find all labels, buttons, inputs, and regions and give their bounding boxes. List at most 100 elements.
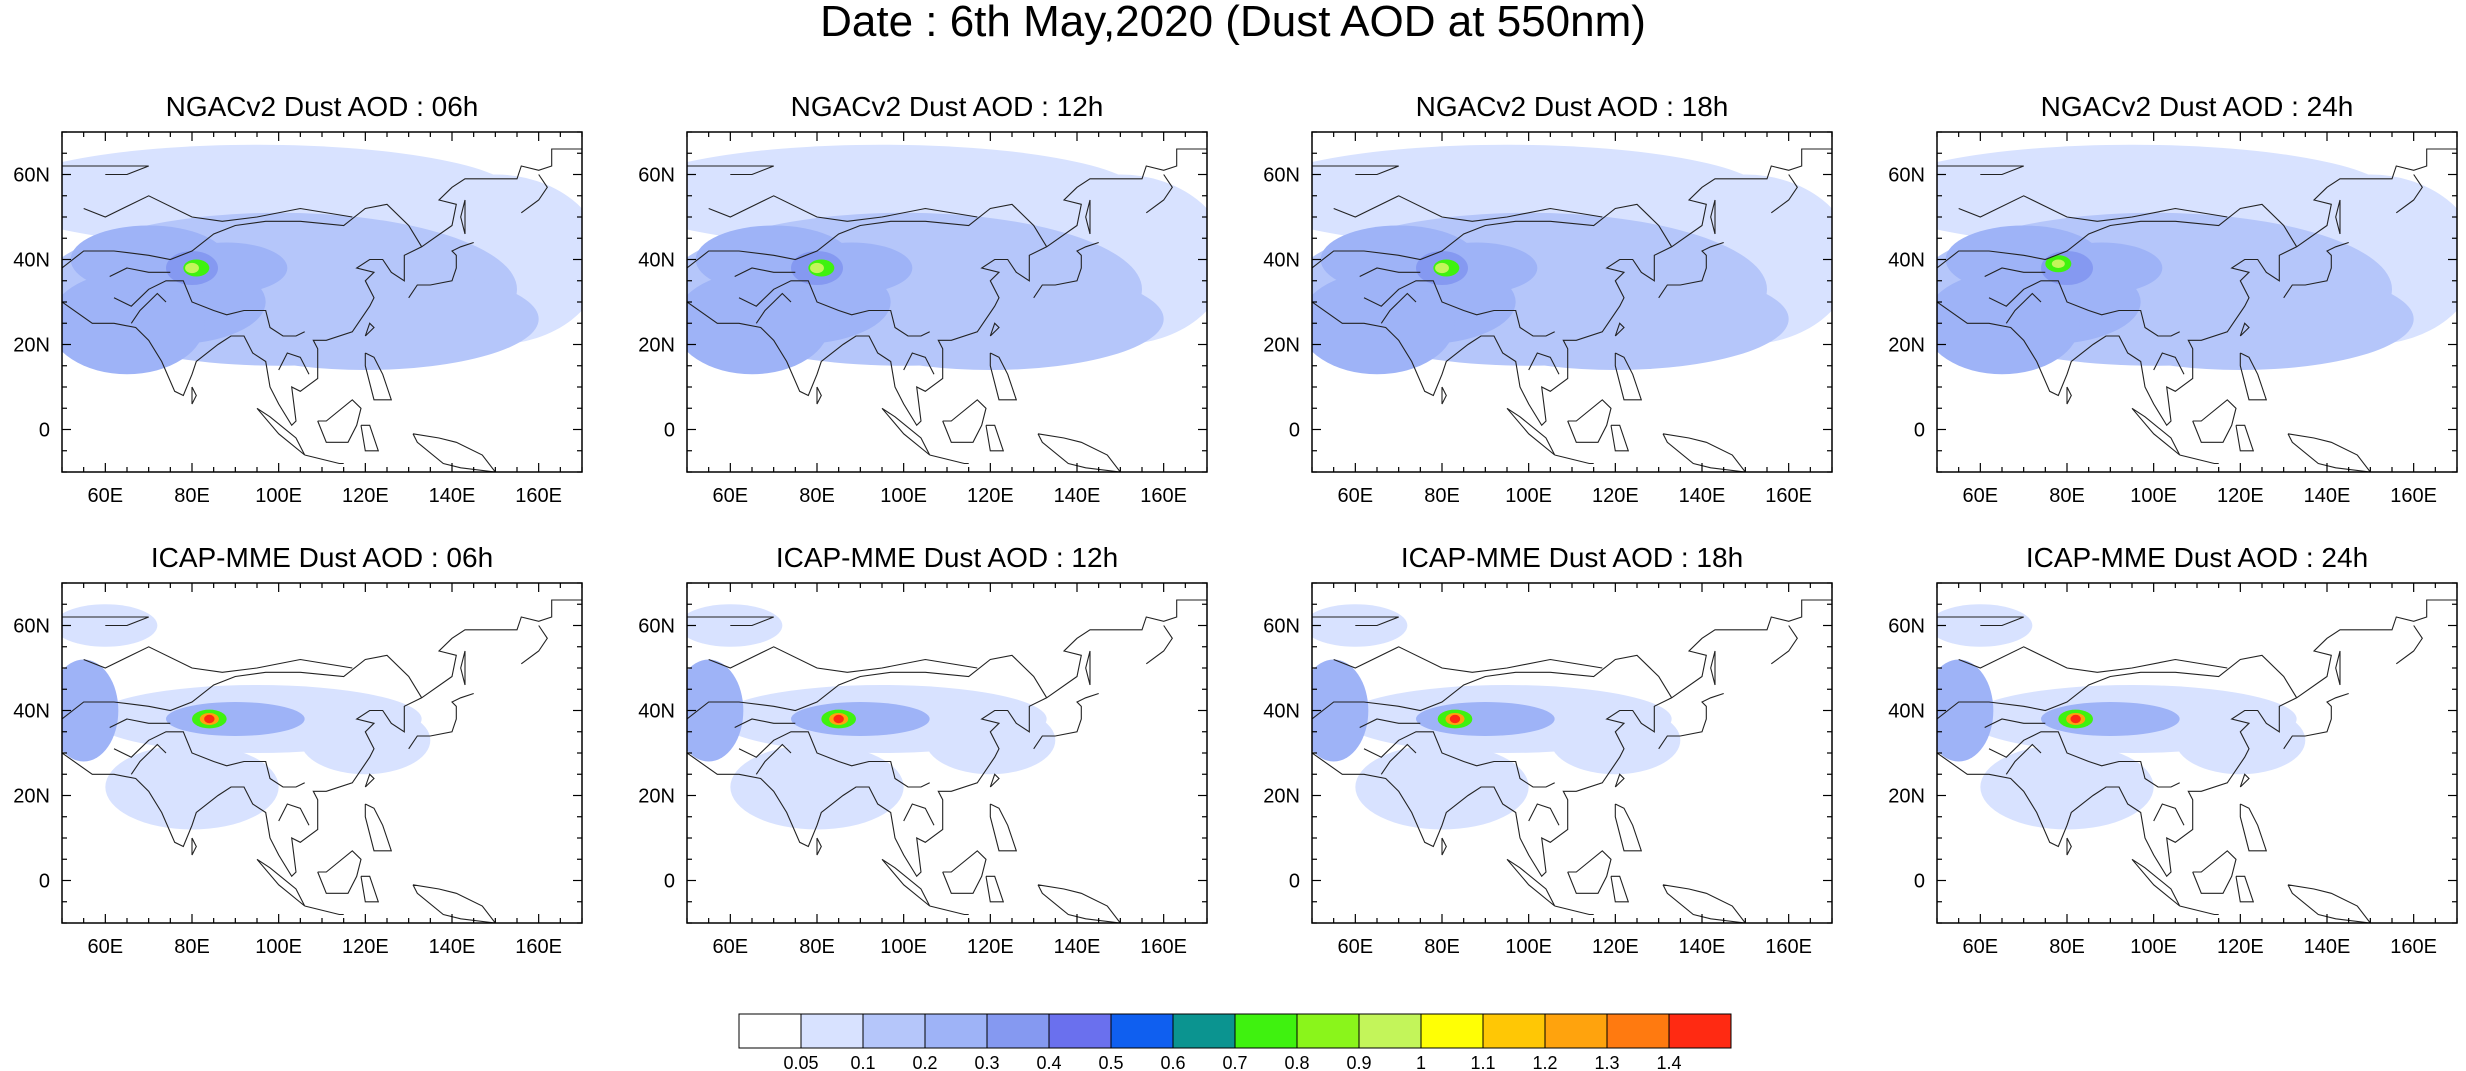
coastlines [1937,599,2457,923]
coastline [1567,399,1612,443]
dust-aod-map: 60E 80E 100E 120E 140E 160E 60N 40N 20N 0 [638,131,1208,507]
lon-tick-label: 160E [1140,936,1187,958]
colorbar-label: 0.7 [1222,1053,1247,1071]
coastline [1614,352,1643,401]
coastline [687,165,774,176]
coastline [816,386,822,405]
coastline [1145,625,1173,665]
coastline [2335,199,2341,235]
lat-tick-label: 0 [1914,871,1925,893]
axis-ticks [1936,582,2458,924]
coastline [989,322,1000,337]
colorbar-swatch [1110,1013,1174,1049]
panel-title: NGACv2 Dust AOD : 12h [790,91,1104,122]
coastline [317,399,362,443]
coastline [83,646,353,673]
lat-tick-label: 60N [1888,616,1925,638]
coastline [929,454,969,465]
coastline [460,199,466,235]
lat-tick-label: 60N [13,616,50,638]
aod-patch [1937,272,2080,375]
lon-tick-label: 100E [880,485,927,507]
coastline [1610,424,1630,452]
coastline [1312,165,1399,176]
dust-aod-map: 60E 80E 100E 120E 140E 160E 60N 40N 20N 0 [13,131,583,507]
axis-ticks [1311,131,1833,473]
coastline [989,773,1000,788]
aod-patch [185,262,199,274]
lon-tick-label: 80E [174,485,210,507]
lat-tick-label: 40N [1263,250,1300,272]
colorbar-swatch [1296,1013,1360,1049]
lon-tick-label: 60E [1338,485,1374,507]
lon-tick-label: 140E [1054,485,1101,507]
lon-tick-label: 140E [429,485,476,507]
coastline [62,165,149,176]
coastline [1506,407,1556,456]
colorbar-swatch [986,1013,1050,1049]
coastlines [62,599,582,923]
coastline [738,731,930,788]
lat-tick-label: 20N [1263,335,1300,357]
map-panel: ICAP-MME Dust AOD : 18h 60E 80E 100E 120E 140… [1250,543,1833,958]
aod-patch [62,272,205,375]
lon-tick-label: 160E [2390,936,2437,958]
aod-patch [1980,744,2154,830]
coastline [256,407,306,456]
coastline [687,599,1207,878]
colorbar-label: 0.05 [783,1053,818,1071]
coastline [734,718,796,728]
panel-title: ICAP-MME Dust AOD : 06h [150,542,494,573]
colorbar-swatch [1420,1013,1484,1049]
colorbar-label: 0.4 [1036,1053,1061,1071]
coastline [929,905,969,916]
colorbar-swatch [1048,1013,1112,1049]
coastline [1710,650,1716,686]
coastlines [1937,148,2457,472]
dust-aod-map: 60E 80E 100E 120E 140E 160E 60N 40N 20N 0 [1888,582,2458,958]
coastlines [687,599,1207,923]
coastline [83,195,353,222]
aod-patch [166,702,305,736]
lon-tick-label: 160E [1765,936,1812,958]
lon-tick-label: 60E [1963,485,1999,507]
coastlines [687,148,1207,472]
coastline [942,399,987,443]
aod-patch [105,744,279,830]
colorbar-swatch [1482,1013,1546,1049]
coastline [903,803,935,826]
aod-patch [810,262,824,274]
lon-tick-label: 120E [342,936,389,958]
coastline [1145,174,1173,214]
lon-tick-label: 80E [799,936,835,958]
coastline [1312,616,1399,627]
coastline [1033,241,1099,299]
panel-title: ICAP-MME Dust AOD : 24h [2025,542,2369,573]
colorbar-swatch [862,1013,926,1049]
coastline [278,803,310,826]
coastline [2239,352,2268,401]
coastline [412,433,496,472]
axis-ticks [61,582,583,924]
coastline [1312,654,1673,720]
aod-patch [62,659,119,762]
coastline [1614,322,1625,337]
coastline [755,743,792,775]
lon-tick-label: 120E [342,485,389,507]
coastline [2395,174,2423,214]
coastline [109,718,171,728]
coastline [109,267,171,277]
coastline [734,267,796,277]
lat-tick-label: 60N [638,165,675,187]
lon-tick-label: 140E [1054,936,1101,958]
coastline [113,280,305,337]
coastline [1958,195,2228,222]
lon-tick-label: 160E [515,936,562,958]
lon-tick-label: 160E [1140,485,1187,507]
coastline [881,407,931,456]
lon-tick-label: 80E [1424,485,1460,507]
coastline [687,654,1048,720]
coastline [1710,199,1716,235]
lon-tick-label: 100E [255,936,302,958]
coastline [708,195,978,222]
